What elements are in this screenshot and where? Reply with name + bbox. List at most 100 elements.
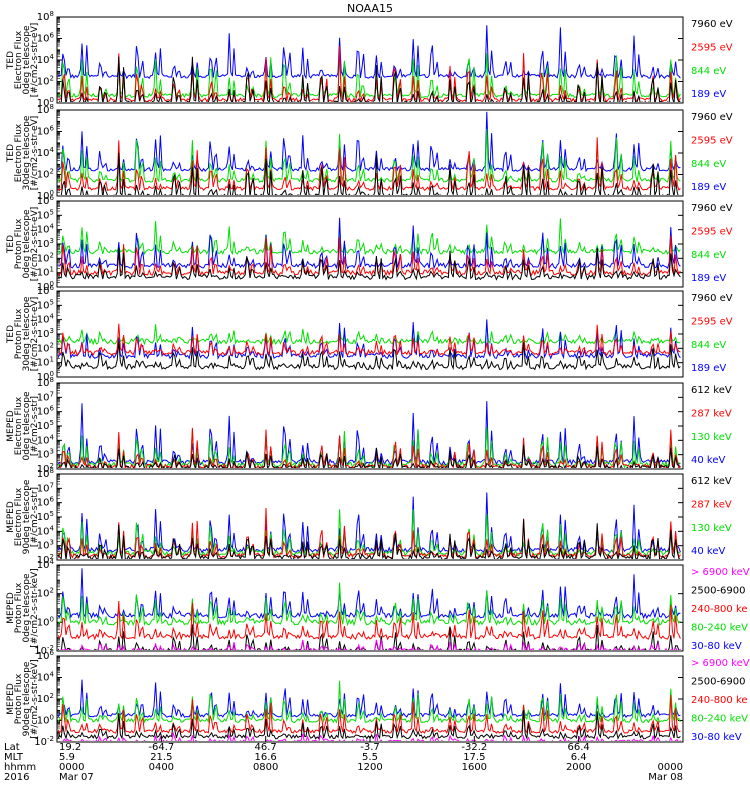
y-axis-label: [#/cm2-s-str-eV] bbox=[30, 23, 40, 98]
series-line bbox=[58, 680, 681, 724]
legend-entry: 2500-6900 bbox=[691, 677, 746, 688]
y-axis-label: TED bbox=[6, 325, 16, 344]
series-line bbox=[58, 679, 681, 719]
y-axis-label: Proton Flux bbox=[14, 308, 24, 359]
figure-title: NOAA15 bbox=[347, 2, 393, 15]
legend-entry: 240-800 ke bbox=[691, 695, 748, 706]
y-tick-label: 100 bbox=[37, 370, 54, 383]
y-axis-label: MEPED bbox=[6, 592, 16, 624]
legend-entry: 2500-6900 bbox=[691, 586, 746, 597]
x-tick-mlt: 17.5 bbox=[463, 752, 485, 763]
legend-entry: 40 keV bbox=[691, 546, 725, 557]
y-tick-label: 102 bbox=[37, 168, 54, 181]
y-axis-label: Electron Flux bbox=[14, 396, 24, 455]
x-tick-lat: 46.7 bbox=[255, 742, 277, 753]
series-line bbox=[58, 56, 681, 102]
series-line bbox=[58, 582, 681, 627]
y-axis-label: 90deg telescope bbox=[22, 661, 32, 736]
y-axis-label: 30deg telescope bbox=[22, 115, 32, 190]
y-axis-label: Electron Flux bbox=[14, 487, 24, 546]
series-line bbox=[60, 152, 681, 195]
y-tick-label: 104 bbox=[37, 524, 55, 537]
panel-frame bbox=[56, 382, 684, 470]
y-tick-label: 106 bbox=[37, 125, 55, 138]
y-axis-label: [#/cm2-s-str] bbox=[30, 396, 40, 456]
series-line bbox=[58, 600, 681, 641]
legend-entry: 30-80 keV bbox=[691, 641, 742, 652]
y-tick-label: 103 bbox=[37, 237, 54, 250]
y-tick-label: 10-2 bbox=[34, 735, 54, 748]
y-tick-label: 106 bbox=[37, 284, 55, 297]
y-tick-label: 103 bbox=[37, 327, 54, 340]
legend-entry: 7960 eV bbox=[691, 203, 733, 214]
legend-entry: 844 eV bbox=[691, 340, 726, 351]
x-tick-lat: -64.7 bbox=[148, 742, 174, 753]
legend-entry: 612 keV bbox=[691, 385, 732, 396]
y-axis-label: Proton Flux bbox=[14, 582, 24, 633]
y-tick-label: 104 bbox=[37, 671, 55, 684]
legend-entry: 189 eV bbox=[691, 89, 726, 100]
y-tick-label: 103 bbox=[37, 539, 54, 552]
y-axis-label: 90deg telescope bbox=[22, 479, 32, 554]
y-tick-label: 105 bbox=[37, 298, 54, 311]
y-tick-label: 100 bbox=[37, 714, 54, 727]
y-axis-label: Electron Flux bbox=[14, 30, 24, 89]
legend-entry: 844 eV bbox=[691, 66, 726, 77]
legend-entry: 612 keV bbox=[691, 476, 732, 487]
y-tick-label: 106 bbox=[37, 496, 55, 509]
legend-entry: 7960 eV bbox=[691, 112, 733, 123]
series-line bbox=[58, 401, 681, 467]
legend-entry: 80-240 keV bbox=[691, 623, 748, 634]
y-axis-label: [#/cm2-s-str-eV] bbox=[30, 207, 40, 282]
y-axis-label: MEPED bbox=[6, 501, 16, 533]
x-tick-mlt: 6.4 bbox=[571, 752, 587, 763]
legend-entry: 2595 eV bbox=[691, 226, 733, 237]
legend-entry: 2595 eV bbox=[691, 316, 733, 327]
y-tick-label: 102 bbox=[37, 251, 54, 264]
legend-entry: 2595 eV bbox=[691, 135, 733, 146]
y-axis-label: MEPED bbox=[6, 683, 16, 715]
legend-entry: 240-800 ke bbox=[691, 604, 748, 615]
x-tick-mlt: 16.6 bbox=[255, 752, 277, 763]
legend-entry: 130 keV bbox=[691, 432, 732, 443]
x-row-label: MLT bbox=[4, 752, 24, 763]
x-row-label: Lat bbox=[4, 742, 20, 753]
y-tick-label: 106 bbox=[37, 32, 55, 45]
y-axis-label: TED bbox=[6, 144, 16, 163]
y-axis-label: TED bbox=[6, 235, 16, 254]
y-tick-label: 105 bbox=[37, 510, 54, 523]
series-line bbox=[58, 46, 681, 102]
legend-entry: > 6900 keV bbox=[691, 567, 750, 578]
y-axis-label: [#/cm2-s-str-eV] bbox=[30, 297, 40, 372]
y-axis-label: [#/cm2-s-str-keV] bbox=[30, 568, 40, 647]
y-axis-label: [#/cm2-s-str-eV] bbox=[30, 116, 40, 191]
y-tick-label: 101 bbox=[37, 356, 54, 369]
y-tick-label: 104 bbox=[37, 433, 55, 446]
y-tick-label: 104 bbox=[37, 313, 55, 326]
y-axis-label: Proton Flux bbox=[14, 218, 24, 269]
y-tick-label: 107 bbox=[37, 390, 54, 403]
series-line bbox=[58, 624, 680, 650]
x-tick-date: Mar 07 bbox=[59, 772, 94, 783]
legend-entry: 80-240 keV bbox=[691, 714, 748, 725]
series-line bbox=[58, 568, 681, 620]
y-tick-label: 100 bbox=[37, 189, 54, 202]
legend-entry: 30-80 keV bbox=[691, 732, 742, 743]
y-axis-label: 0deg telescope bbox=[22, 25, 32, 95]
series-line bbox=[58, 248, 681, 281]
y-axis-label: 0deg telescope bbox=[22, 209, 32, 279]
y-tick-label: 102 bbox=[37, 462, 54, 475]
x-tick-mlt: 5.5 bbox=[362, 752, 378, 763]
series-line bbox=[58, 519, 681, 559]
y-tick-label: 102 bbox=[37, 553, 54, 566]
x-tick-mlt: 5.9 bbox=[59, 752, 75, 763]
y-tick-label: 108 bbox=[37, 467, 54, 480]
legend-entry: 40 keV bbox=[691, 455, 725, 466]
panel-frame bbox=[56, 16, 684, 104]
legend-entry: 7960 eV bbox=[691, 19, 733, 30]
